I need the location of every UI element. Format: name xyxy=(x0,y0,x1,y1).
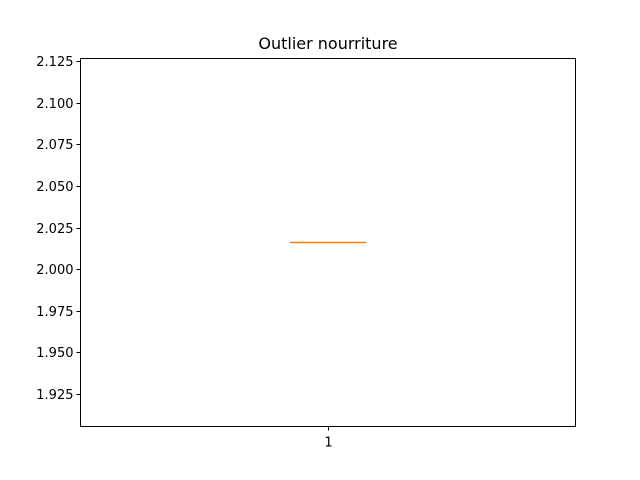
y-tick-label: 1.975 xyxy=(36,305,73,320)
y-tick-label: 2.100 xyxy=(36,97,73,112)
y-tick-label: 2.125 xyxy=(36,55,73,70)
y-tick-label: 1.950 xyxy=(36,346,73,361)
y-axis: 1.925 1.950 1.975 2.000 2.025 2.050 2.075 2.100… xyxy=(36,55,81,403)
x-axis: 1 xyxy=(324,426,333,451)
x-tick-label: 1 xyxy=(324,436,332,451)
y-tick-label: 2.050 xyxy=(36,180,73,195)
y-tick-label: 2.000 xyxy=(36,263,73,278)
axes-frame xyxy=(80,58,576,427)
y-tick-label: 2.025 xyxy=(36,222,73,237)
y-tick-label: 2.075 xyxy=(36,138,73,153)
y-tick-label: 1.925 xyxy=(36,388,73,403)
chart-title: Outlier nourriture xyxy=(258,34,397,53)
